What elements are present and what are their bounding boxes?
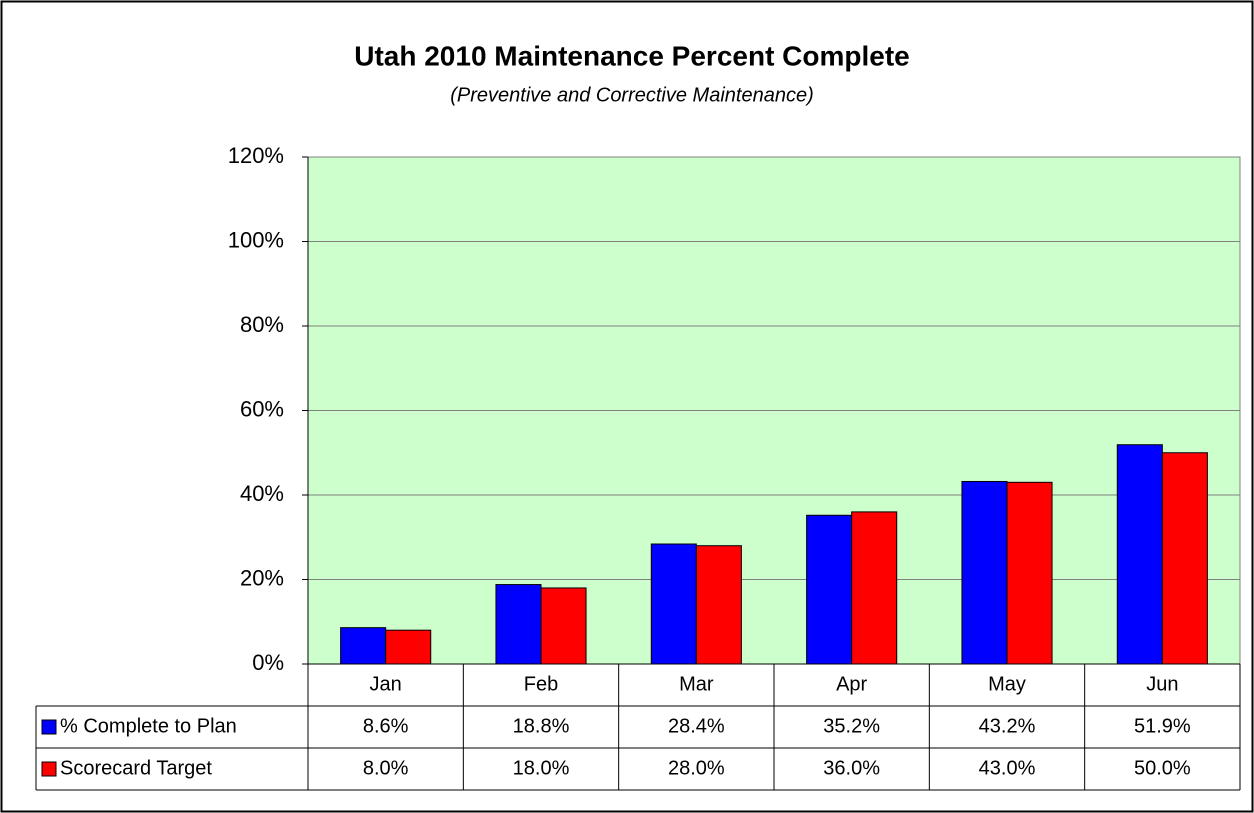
legend-key xyxy=(41,719,57,735)
bar xyxy=(650,543,697,665)
value-label: 28.0% xyxy=(668,757,725,779)
y-tick-label: 20% xyxy=(240,565,284,590)
value-label: 43.0% xyxy=(979,757,1036,779)
bar xyxy=(806,514,853,665)
bar xyxy=(851,511,898,665)
bar xyxy=(495,584,542,665)
y-tick-label: 120% xyxy=(228,143,284,168)
x-tick-label: Apr xyxy=(836,673,867,695)
x-tick-label: Feb xyxy=(524,673,558,695)
bar xyxy=(340,627,387,665)
value-label: 18.8% xyxy=(513,715,570,737)
value-label: 50.0% xyxy=(1134,757,1191,779)
chart-subtitle: (Preventive and Corrective Maintenance) xyxy=(450,84,814,106)
bar xyxy=(961,480,1008,665)
bar xyxy=(385,629,432,665)
y-tick-label: 40% xyxy=(240,481,284,506)
y-tick-label: 0% xyxy=(252,650,284,675)
bar xyxy=(540,587,587,665)
legend-label: % Complete to Plan xyxy=(60,715,237,737)
y-tick-label: 80% xyxy=(240,312,284,337)
value-label: 43.2% xyxy=(979,715,1036,737)
y-tick-label: 60% xyxy=(240,396,284,421)
value-label: 8.6% xyxy=(363,715,409,737)
bar xyxy=(1116,444,1163,665)
x-tick-label: Mar xyxy=(679,673,714,695)
value-label: 36.0% xyxy=(823,757,880,779)
legend-key xyxy=(41,761,57,777)
value-label: 51.9% xyxy=(1134,715,1191,737)
x-tick-label: Jan xyxy=(370,673,402,695)
chart-title: Utah 2010 Maintenance Percent Complete xyxy=(354,40,910,71)
value-label: 8.0% xyxy=(363,757,409,779)
bar xyxy=(1161,452,1208,665)
value-label: 35.2% xyxy=(823,715,880,737)
bar xyxy=(695,545,742,665)
value-label: 18.0% xyxy=(513,757,570,779)
y-tick-label: 100% xyxy=(228,227,284,252)
value-label: 28.4% xyxy=(668,715,725,737)
legend-label: Scorecard Target xyxy=(60,757,212,779)
x-tick-label: Jun xyxy=(1146,673,1178,695)
x-tick-label: May xyxy=(988,673,1026,695)
bar xyxy=(1006,481,1053,665)
